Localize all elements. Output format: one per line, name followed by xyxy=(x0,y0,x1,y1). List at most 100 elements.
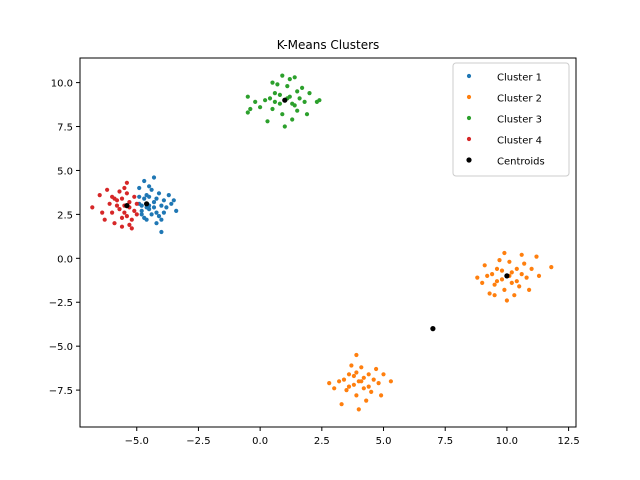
centroid-point xyxy=(430,326,436,332)
cluster-3-point xyxy=(275,82,280,87)
cluster-3-point xyxy=(290,117,295,122)
centroid-point xyxy=(282,97,288,103)
cluster-1-point xyxy=(137,194,142,199)
cluster-2-point xyxy=(341,377,347,382)
x-tick-label: 0.0 xyxy=(252,436,268,447)
cluster-4-point xyxy=(129,226,134,231)
cluster-2-point xyxy=(361,375,366,380)
legend-marker xyxy=(466,73,472,79)
x-tick-label: 10.0 xyxy=(496,436,518,447)
cluster-3-point xyxy=(295,89,300,94)
cluster-2-point xyxy=(346,384,352,389)
legend-label: Cluster 3 xyxy=(497,115,542,126)
cluster-4-point xyxy=(100,210,105,215)
cluster-2-point xyxy=(366,384,371,389)
cluster-3-point xyxy=(295,108,300,113)
cluster-4-point xyxy=(129,217,134,222)
cluster-3-point xyxy=(282,124,287,129)
cluster-1-point xyxy=(161,210,166,215)
cluster-2-point xyxy=(366,372,371,377)
cluster-1-point xyxy=(147,194,152,199)
cluster-4-point xyxy=(114,198,120,203)
x-tick-label: 5.0 xyxy=(376,436,392,447)
cluster-1-point xyxy=(139,203,144,208)
cluster-2-point xyxy=(388,379,393,384)
cluster-1-point xyxy=(164,205,169,210)
cluster-1-point xyxy=(151,175,157,180)
cluster-3-point xyxy=(290,101,295,106)
cluster-1-point xyxy=(156,214,162,219)
legend-label: Cluster 4 xyxy=(497,136,542,147)
cluster-1-point xyxy=(144,205,149,210)
legend-marker xyxy=(466,136,472,142)
cluster-1-point xyxy=(139,212,144,217)
cluster-4-point xyxy=(114,203,120,208)
cluster-4-point xyxy=(97,193,102,198)
cluster-2-point xyxy=(364,398,369,403)
cluster-2-point xyxy=(492,293,497,298)
cluster-1-point xyxy=(147,184,152,189)
cluster-3-point xyxy=(253,99,258,104)
x-tick-label: −5.0 xyxy=(125,436,149,447)
cluster-1-point xyxy=(137,185,142,191)
legend-label: Cluster 1 xyxy=(497,73,542,84)
cluster-2-point xyxy=(356,407,361,412)
y-tick-label: −2.5 xyxy=(49,298,73,309)
cluster-1-point xyxy=(156,191,162,196)
cluster-1-point xyxy=(154,221,159,226)
cluster-4-point xyxy=(102,217,107,222)
cluster-4-point xyxy=(119,224,125,229)
cluster-1-point xyxy=(151,205,157,210)
cluster-2-point xyxy=(351,382,356,387)
cluster-2-point xyxy=(480,280,485,285)
cluster-2-point xyxy=(499,277,505,282)
data-points xyxy=(90,73,554,412)
cluster-3-point xyxy=(285,84,290,89)
cluster-4-point xyxy=(122,210,127,215)
cluster-3-point xyxy=(277,92,282,97)
cluster-2-point xyxy=(549,265,554,270)
cluster-2-point xyxy=(490,272,495,277)
y-tick-label: 0.0 xyxy=(57,254,73,265)
cluster-4-point xyxy=(127,222,132,227)
cluster-3-point xyxy=(248,106,253,112)
cluster-1-point xyxy=(159,217,164,222)
cluster-2-point xyxy=(509,280,514,285)
cluster-3-point xyxy=(270,106,275,112)
cluster-4-point xyxy=(124,191,129,196)
cluster-4-point xyxy=(119,215,125,220)
y-axis: −7.5 −5.0 −2.5 0.0 2.5 5.0 7.5 10.0 xyxy=(49,79,80,397)
cluster-4-point xyxy=(134,212,139,217)
legend: Cluster 1 Cluster 2 Cluster 3 Cluster 4 Cent… xyxy=(452,62,570,177)
cluster-1-point xyxy=(149,212,154,217)
cluster-1-point xyxy=(149,187,154,192)
legend-marker xyxy=(466,94,472,100)
legend-label: Cluster 2 xyxy=(497,94,542,105)
cluster-2-point xyxy=(514,279,519,284)
cluster-2-point xyxy=(482,263,487,268)
y-tick-label: 7.5 xyxy=(57,123,73,134)
cluster-3-point xyxy=(277,101,282,106)
cluster-3-point xyxy=(272,99,277,104)
cluster-4-point xyxy=(132,208,137,213)
cluster-2-point xyxy=(524,275,529,280)
cluster-2-point xyxy=(359,365,364,370)
cluster-1-point xyxy=(171,198,176,203)
cluster-2-point xyxy=(499,268,505,273)
cluster-2-point xyxy=(332,386,337,391)
cluster-2-point xyxy=(519,272,524,277)
cluster-2-point xyxy=(349,363,354,368)
cluster-4-point xyxy=(90,205,95,210)
cluster-2-point xyxy=(512,293,517,298)
cluster-2-point xyxy=(536,273,542,278)
cluster-3-point xyxy=(245,94,250,99)
cluster-3-point xyxy=(245,110,250,115)
cluster-2-point xyxy=(487,291,492,296)
cluster-2-point xyxy=(369,389,374,394)
legend-marker xyxy=(466,115,472,121)
cluster-2-point xyxy=(374,366,379,372)
cluster-2-point xyxy=(475,275,480,280)
cluster-4-point xyxy=(105,187,110,192)
cluster-4-point xyxy=(119,196,125,201)
cluster-3-point xyxy=(304,112,310,117)
